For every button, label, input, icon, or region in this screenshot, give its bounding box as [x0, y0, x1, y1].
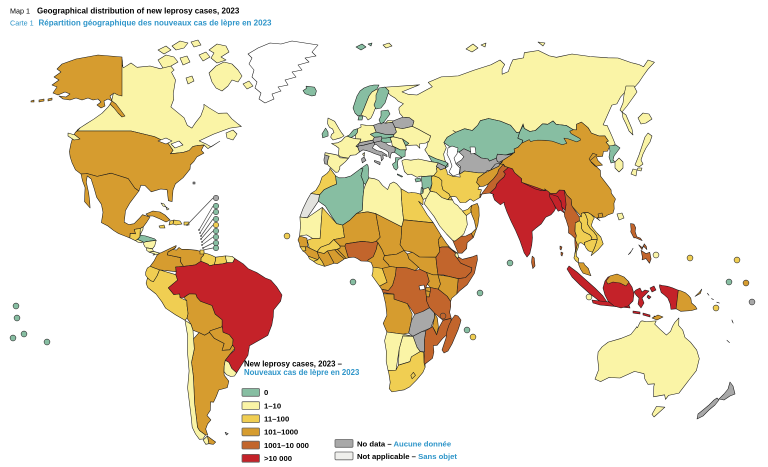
svg-text:Carte 1: Carte 1	[10, 18, 34, 27]
svg-text:1–10: 1–10	[264, 401, 281, 410]
svg-text:New leprosy cases, 2023 –: New leprosy cases, 2023 –	[244, 360, 343, 369]
svg-text:Nouveaux cas de lèpre en 2023: Nouveaux cas de lèpre en 2023	[244, 368, 360, 377]
svg-text:0: 0	[264, 388, 268, 397]
svg-text:Not applicable – Sans objet: Not applicable – Sans objet	[357, 452, 457, 461]
svg-text:Répartition géographique des n: Répartition géographique des nouveaux ca…	[39, 18, 273, 27]
svg-text:Geographical distribution of n: Geographical distribution of new leprosy…	[37, 7, 240, 16]
svg-text:11–100: 11–100	[264, 414, 289, 423]
svg-text:1001–10 000: 1001–10 000	[264, 441, 309, 450]
svg-text:Map 1: Map 1	[10, 7, 30, 16]
svg-text:101–1000: 101–1000	[264, 428, 298, 437]
svg-text:>10 000: >10 000	[264, 454, 292, 463]
svg-text:No data – Aucune donnée: No data – Aucune donnée	[357, 439, 452, 448]
